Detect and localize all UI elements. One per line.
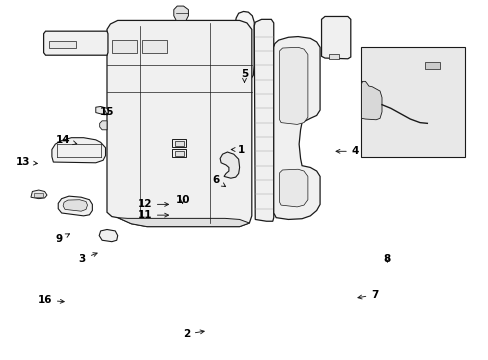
Polygon shape bbox=[140, 87, 224, 144]
Text: 7: 7 bbox=[357, 290, 378, 300]
Polygon shape bbox=[234, 12, 254, 80]
Text: 3: 3 bbox=[79, 253, 97, 264]
Polygon shape bbox=[195, 145, 204, 152]
Text: 5: 5 bbox=[241, 69, 247, 82]
Polygon shape bbox=[279, 169, 307, 207]
Polygon shape bbox=[273, 37, 320, 220]
Polygon shape bbox=[207, 145, 216, 152]
Polygon shape bbox=[168, 145, 177, 152]
Text: 2: 2 bbox=[182, 329, 204, 339]
Bar bbox=[138, 26, 224, 153]
Text: 8: 8 bbox=[383, 254, 390, 264]
Text: 10: 10 bbox=[175, 195, 189, 205]
Bar bbox=[153, 38, 158, 44]
Polygon shape bbox=[279, 47, 307, 125]
Bar bbox=[112, 40, 137, 53]
Bar bbox=[153, 47, 158, 53]
Bar bbox=[172, 139, 185, 147]
Bar bbox=[360, 47, 465, 157]
Polygon shape bbox=[100, 121, 107, 130]
Polygon shape bbox=[31, 190, 47, 199]
Bar bbox=[174, 140, 183, 145]
Bar bbox=[174, 150, 183, 156]
Polygon shape bbox=[361, 81, 381, 120]
Text: 16: 16 bbox=[37, 295, 64, 305]
Ellipse shape bbox=[442, 63, 450, 68]
Text: 1: 1 bbox=[231, 144, 245, 154]
Polygon shape bbox=[183, 145, 192, 152]
Polygon shape bbox=[63, 200, 87, 211]
Ellipse shape bbox=[103, 233, 114, 240]
Polygon shape bbox=[154, 145, 163, 152]
Polygon shape bbox=[99, 229, 118, 242]
Text: 6: 6 bbox=[211, 175, 225, 186]
Polygon shape bbox=[220, 152, 239, 178]
Polygon shape bbox=[173, 6, 188, 21]
Polygon shape bbox=[118, 218, 249, 226]
Bar bbox=[153, 58, 158, 63]
Polygon shape bbox=[43, 31, 108, 55]
Text: 12: 12 bbox=[137, 199, 168, 210]
Text: 14: 14 bbox=[56, 135, 77, 145]
Bar bbox=[172, 149, 185, 157]
Polygon shape bbox=[96, 107, 109, 115]
Text: 13: 13 bbox=[16, 157, 37, 167]
Text: 4: 4 bbox=[335, 146, 358, 156]
Bar bbox=[49, 41, 76, 48]
Polygon shape bbox=[58, 196, 92, 216]
Polygon shape bbox=[321, 17, 350, 59]
Text: 11: 11 bbox=[137, 210, 168, 220]
Polygon shape bbox=[52, 138, 105, 163]
Polygon shape bbox=[107, 21, 251, 226]
Text: 9: 9 bbox=[56, 234, 69, 244]
Polygon shape bbox=[173, 40, 209, 53]
Text: 15: 15 bbox=[100, 107, 114, 117]
Polygon shape bbox=[254, 19, 273, 221]
Bar bbox=[424, 62, 439, 69]
Bar bbox=[328, 54, 338, 59]
Ellipse shape bbox=[451, 64, 455, 68]
Bar bbox=[34, 193, 42, 197]
Bar bbox=[142, 40, 167, 53]
